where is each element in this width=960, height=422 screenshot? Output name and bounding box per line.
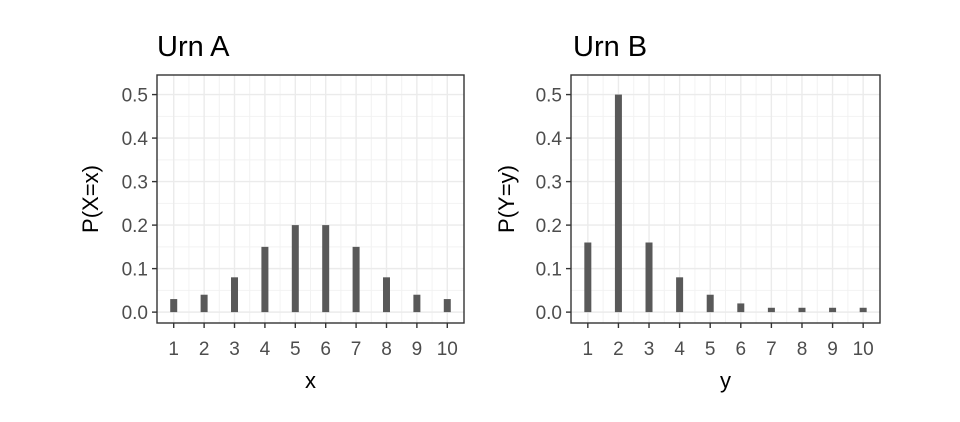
x-tick-label: 3 — [229, 339, 240, 360]
y-tick-label: 0.3 — [536, 173, 562, 194]
x-tick-label: 8 — [797, 339, 808, 360]
x-tick-label: 5 — [290, 339, 301, 360]
y-tick-label: 0.1 — [536, 260, 562, 281]
y-tick-label: 0.2 — [536, 216, 562, 237]
y-tick-label: 0.0 — [536, 303, 562, 324]
x-tick-label: 8 — [381, 339, 392, 360]
y-axis-label: P(Y=y) — [494, 165, 519, 233]
x-tick-label: 6 — [320, 339, 331, 360]
bar-1 — [584, 242, 592, 313]
y-tick-label: 0.5 — [536, 86, 562, 107]
bar-7 — [352, 246, 360, 313]
x-tick-label: 4 — [674, 339, 685, 360]
x-tick-label: 3 — [644, 339, 655, 360]
x-tick-label: 1 — [168, 339, 179, 360]
bar-8 — [798, 307, 806, 313]
bar-2 — [200, 294, 208, 313]
x-tick-label: 5 — [705, 339, 716, 360]
x-tick-label: 10 — [437, 339, 458, 360]
x-tick-label: 1 — [583, 339, 594, 360]
bar-1 — [170, 299, 178, 313]
panel-urn-a: 0.0 0.1 0.2 0.3 0.4 0.5 1 2 3 4 5 6 7 8 9 10 Urn A x P(X=x… — [78, 31, 465, 393]
x-tick-label: 10 — [853, 339, 874, 360]
bar-6 — [737, 303, 745, 313]
bar-8 — [382, 277, 390, 313]
bar-3 — [231, 277, 239, 313]
bar-6 — [322, 225, 330, 313]
x-axis-label: y — [720, 368, 731, 393]
bar-5 — [291, 225, 299, 313]
x-tick-label: 2 — [613, 339, 624, 360]
panel-urn-b: 0.0 0.1 0.2 0.3 0.4 0.5 1 2 3 4 5 6 7 8 9 10 Urn B y P(Y=y… — [494, 31, 881, 393]
bar-2 — [614, 94, 622, 313]
y-tick-label: 0.0 — [122, 303, 148, 324]
x-tick-label: 6 — [736, 339, 747, 360]
y-tick-label: 0.5 — [122, 86, 148, 107]
chart-title: Urn B — [573, 31, 647, 63]
y-tick-label: 0.2 — [122, 216, 148, 237]
bar-9 — [413, 294, 421, 313]
y-tick-label: 0.4 — [536, 129, 563, 150]
bar-4 — [676, 277, 684, 313]
x-tick-label: 2 — [199, 339, 210, 360]
bar-5 — [706, 294, 714, 313]
x-tick-label: 7 — [351, 339, 362, 360]
chart-title: Urn A — [157, 31, 230, 63]
x-tick-label: 9 — [827, 339, 838, 360]
y-axis-label: P(X=x) — [78, 165, 103, 233]
y-tick-label: 0.4 — [122, 129, 149, 150]
bar-10 — [443, 299, 451, 313]
bar-9 — [829, 307, 837, 313]
panel-border — [156, 74, 465, 324]
x-axis-label: x — [305, 368, 316, 393]
y-tick-label: 0.3 — [122, 173, 148, 194]
bar-7 — [767, 307, 775, 313]
x-tick-label: 9 — [412, 339, 423, 360]
bar-10 — [859, 307, 867, 313]
x-tick-label: 4 — [260, 339, 271, 360]
panel-border — [570, 74, 881, 324]
x-tick-label: 7 — [766, 339, 777, 360]
y-tick-label: 0.1 — [122, 260, 148, 281]
bar-4 — [261, 246, 269, 313]
bar-3 — [645, 242, 653, 313]
